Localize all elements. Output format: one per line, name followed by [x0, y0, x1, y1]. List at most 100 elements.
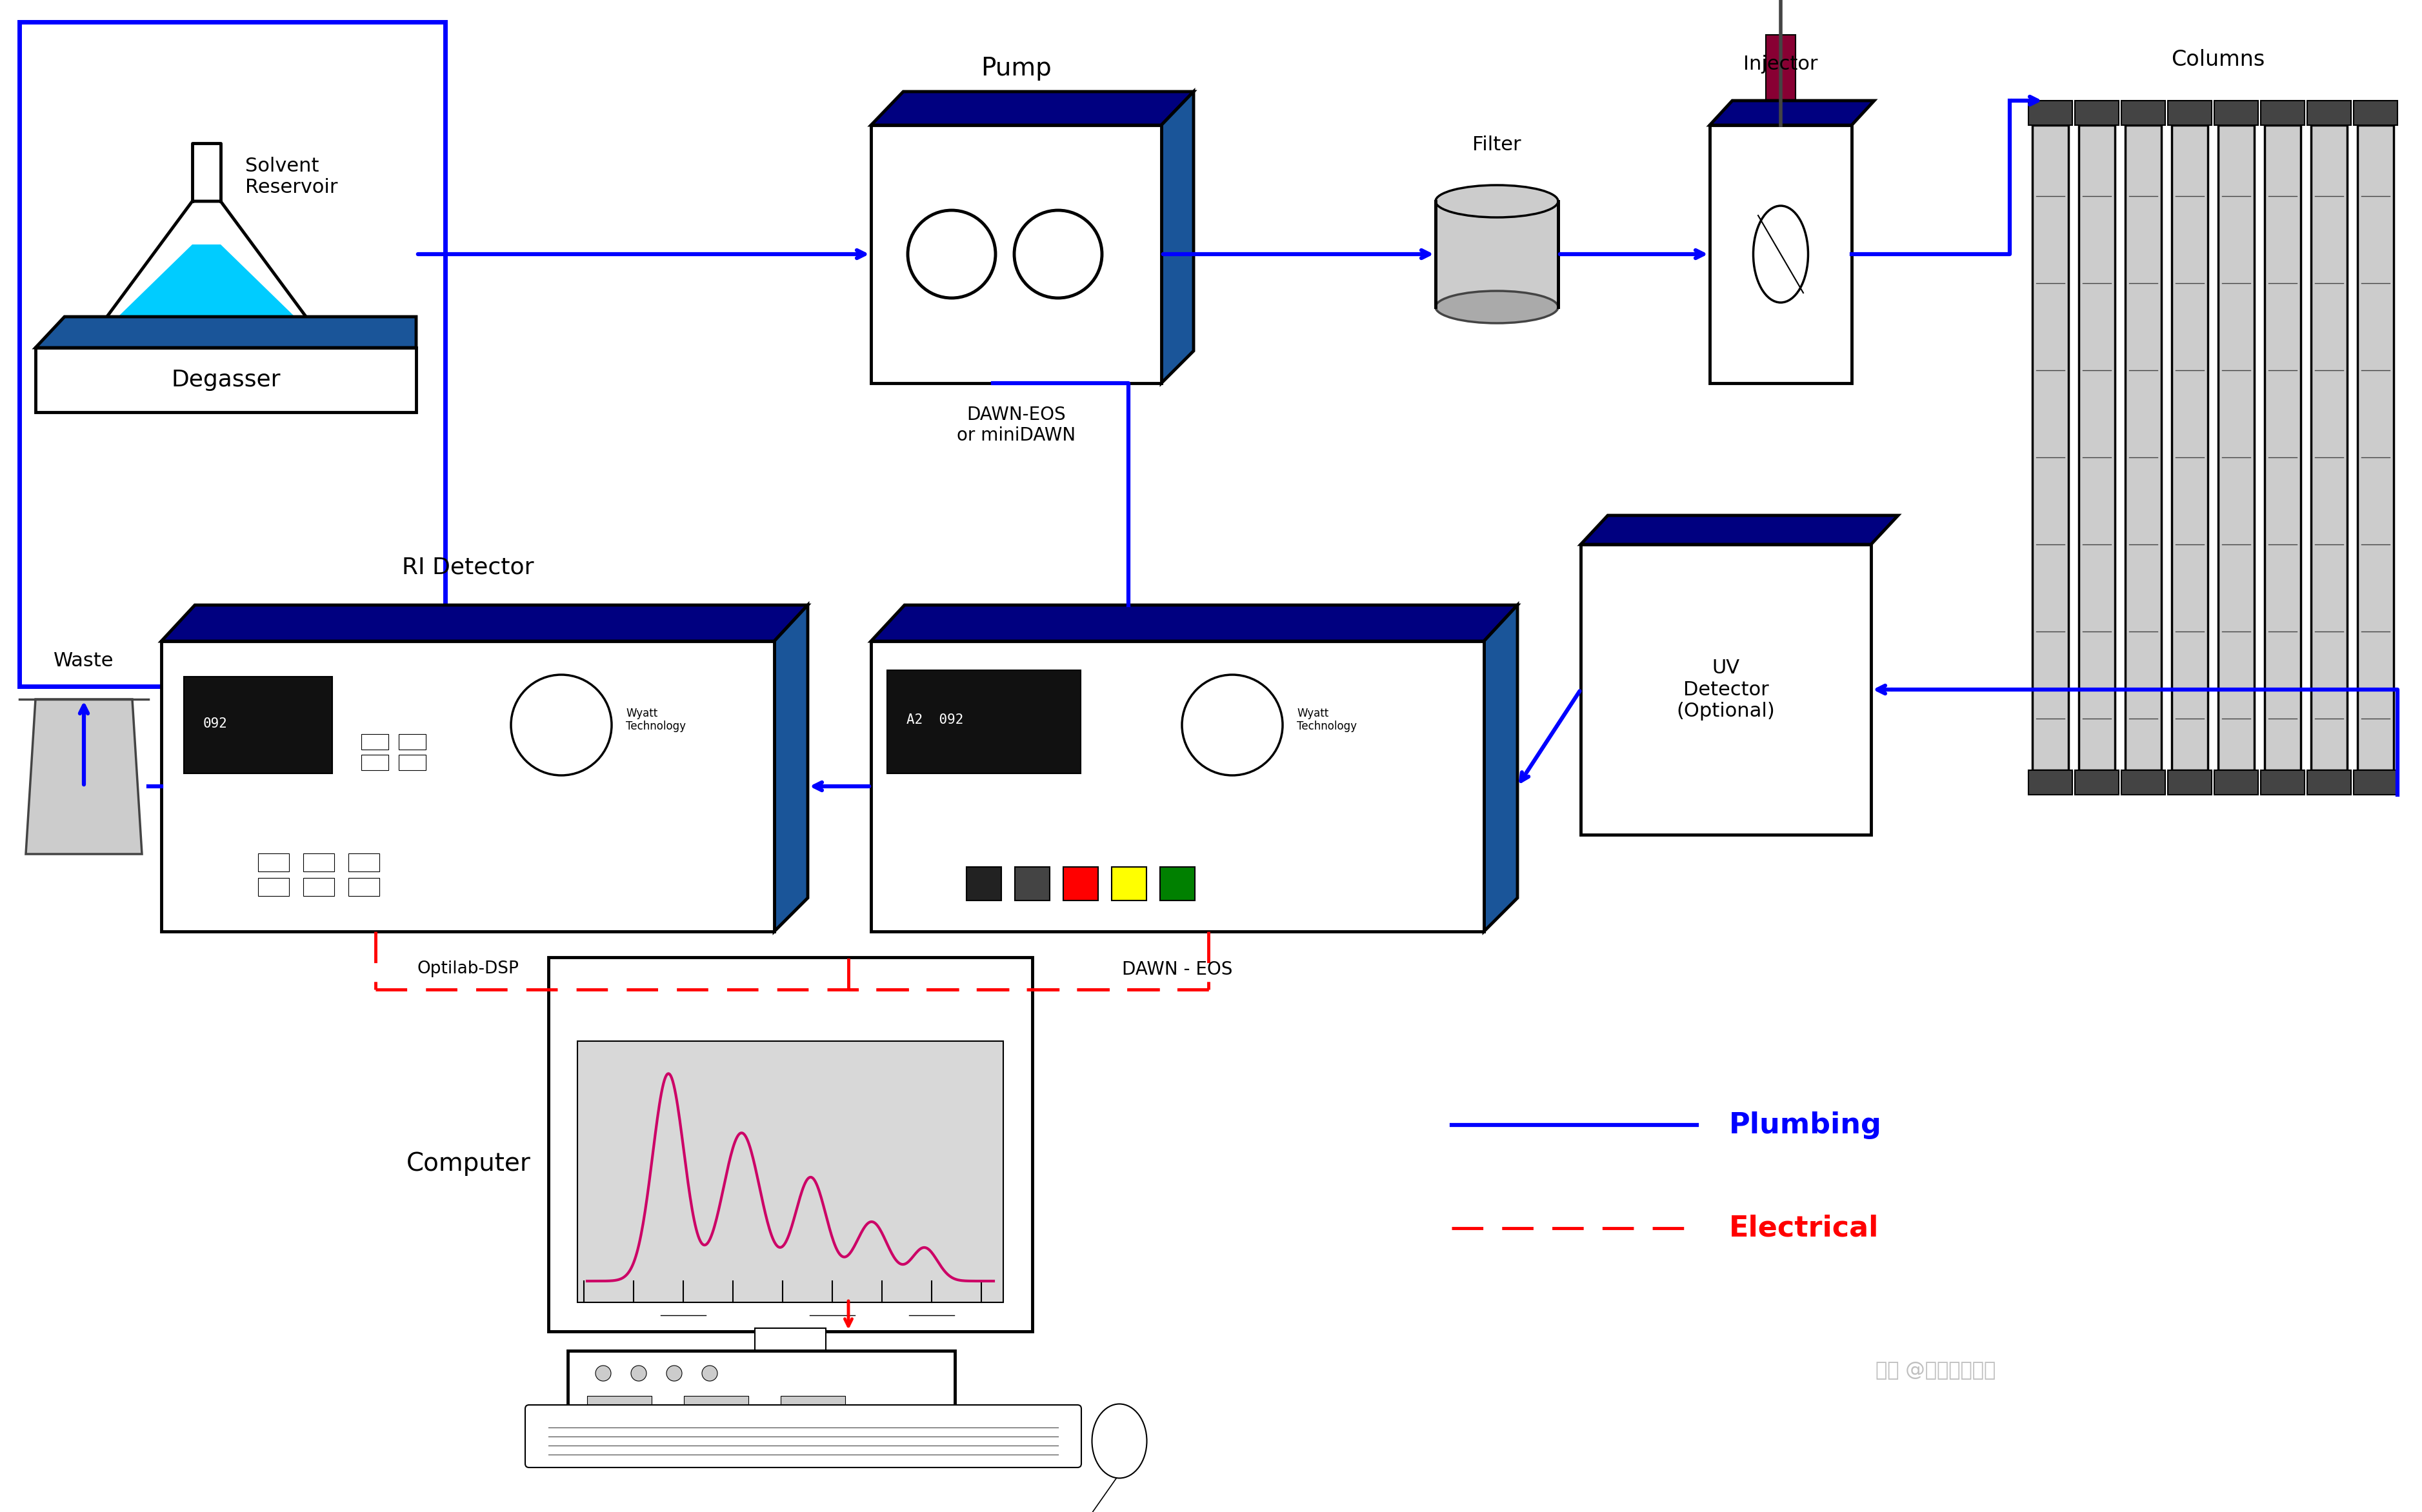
FancyBboxPatch shape [2078, 125, 2114, 770]
FancyBboxPatch shape [259, 878, 288, 897]
FancyBboxPatch shape [2168, 770, 2211, 795]
FancyBboxPatch shape [780, 1396, 845, 1418]
Ellipse shape [1436, 184, 1557, 218]
FancyBboxPatch shape [1063, 866, 1097, 901]
FancyBboxPatch shape [2308, 101, 2352, 125]
FancyBboxPatch shape [2032, 125, 2068, 770]
Text: RI Detector: RI Detector [402, 556, 533, 578]
FancyBboxPatch shape [349, 853, 380, 871]
FancyBboxPatch shape [756, 1328, 826, 1364]
FancyBboxPatch shape [2354, 101, 2398, 125]
FancyBboxPatch shape [2168, 101, 2211, 125]
FancyBboxPatch shape [2214, 101, 2257, 125]
Ellipse shape [1436, 290, 1557, 324]
Text: Wyatt
Technology: Wyatt Technology [1296, 708, 1356, 732]
FancyBboxPatch shape [586, 1396, 652, 1418]
Polygon shape [116, 245, 295, 318]
FancyBboxPatch shape [303, 853, 334, 871]
Text: Wyatt
Technology: Wyatt Technology [625, 708, 685, 732]
Circle shape [1015, 210, 1102, 298]
Ellipse shape [1092, 1405, 1146, 1479]
FancyBboxPatch shape [400, 733, 426, 750]
Text: Waste: Waste [53, 652, 114, 670]
FancyBboxPatch shape [872, 125, 1160, 383]
FancyBboxPatch shape [567, 1350, 954, 1435]
Text: Optilab-DSP: Optilab-DSP [417, 960, 518, 977]
FancyBboxPatch shape [36, 348, 417, 413]
Ellipse shape [1754, 206, 1809, 302]
Polygon shape [1485, 605, 1519, 931]
Text: Computer: Computer [407, 1152, 530, 1176]
Polygon shape [1436, 201, 1557, 307]
FancyBboxPatch shape [2219, 125, 2255, 770]
Circle shape [702, 1365, 717, 1380]
Polygon shape [872, 605, 1519, 641]
FancyBboxPatch shape [683, 1396, 748, 1418]
FancyBboxPatch shape [1766, 35, 1795, 118]
Text: Plumbing: Plumbing [1729, 1111, 1882, 1139]
Polygon shape [775, 605, 809, 931]
FancyBboxPatch shape [1160, 866, 1194, 901]
FancyBboxPatch shape [2122, 770, 2165, 795]
Polygon shape [872, 92, 1194, 125]
Text: DAWN-EOS
or miniDAWN: DAWN-EOS or miniDAWN [957, 405, 1075, 445]
FancyBboxPatch shape [2260, 770, 2306, 795]
Text: Columns: Columns [2170, 48, 2265, 71]
FancyBboxPatch shape [2311, 125, 2347, 770]
FancyBboxPatch shape [2173, 125, 2209, 770]
FancyBboxPatch shape [361, 754, 388, 770]
FancyBboxPatch shape [526, 1405, 1080, 1468]
FancyBboxPatch shape [2308, 770, 2352, 795]
FancyBboxPatch shape [349, 878, 380, 897]
Circle shape [908, 210, 995, 298]
FancyBboxPatch shape [547, 957, 1032, 1332]
Polygon shape [36, 316, 417, 348]
FancyBboxPatch shape [872, 641, 1485, 931]
Text: 知乎 @广州化联质检: 知乎 @广州化联质检 [1875, 1361, 1996, 1379]
FancyBboxPatch shape [966, 866, 1000, 901]
FancyBboxPatch shape [2122, 101, 2165, 125]
Text: Degasser: Degasser [172, 369, 281, 392]
FancyBboxPatch shape [303, 878, 334, 897]
Text: Pump: Pump [981, 56, 1051, 80]
FancyBboxPatch shape [259, 853, 288, 871]
FancyBboxPatch shape [2030, 101, 2073, 125]
FancyBboxPatch shape [184, 677, 332, 774]
FancyBboxPatch shape [361, 733, 388, 750]
Circle shape [596, 1365, 610, 1380]
Text: UV
Detector
(Optional): UV Detector (Optional) [1676, 659, 1775, 721]
FancyBboxPatch shape [2354, 770, 2398, 795]
Circle shape [632, 1365, 647, 1380]
Polygon shape [1710, 101, 1875, 125]
Circle shape [1182, 674, 1284, 776]
FancyBboxPatch shape [2076, 101, 2119, 125]
FancyBboxPatch shape [162, 641, 775, 931]
Circle shape [666, 1365, 683, 1380]
Text: DAWN - EOS: DAWN - EOS [1121, 960, 1233, 978]
FancyBboxPatch shape [2076, 770, 2119, 795]
Polygon shape [1582, 516, 1899, 544]
FancyBboxPatch shape [576, 1042, 1003, 1302]
Circle shape [511, 674, 613, 776]
FancyBboxPatch shape [2124, 125, 2160, 770]
Text: Solvent
Reservoir: Solvent Reservoir [245, 157, 337, 197]
FancyBboxPatch shape [2357, 125, 2393, 770]
Text: Electrical: Electrical [1729, 1214, 1879, 1241]
FancyBboxPatch shape [886, 670, 1080, 774]
Polygon shape [1160, 92, 1194, 383]
Text: A2  092: A2 092 [906, 714, 964, 726]
Text: 092: 092 [203, 717, 228, 730]
FancyBboxPatch shape [1112, 866, 1146, 901]
FancyBboxPatch shape [1582, 544, 1872, 835]
FancyBboxPatch shape [688, 1362, 894, 1380]
FancyBboxPatch shape [1015, 866, 1049, 901]
FancyBboxPatch shape [2265, 125, 2301, 770]
Polygon shape [27, 699, 143, 854]
Text: Injector: Injector [1744, 54, 1819, 73]
Polygon shape [162, 605, 809, 641]
FancyBboxPatch shape [1710, 125, 1853, 383]
FancyBboxPatch shape [2214, 770, 2257, 795]
Text: Filter: Filter [1473, 136, 1521, 154]
FancyBboxPatch shape [400, 754, 426, 770]
FancyBboxPatch shape [2030, 770, 2073, 795]
